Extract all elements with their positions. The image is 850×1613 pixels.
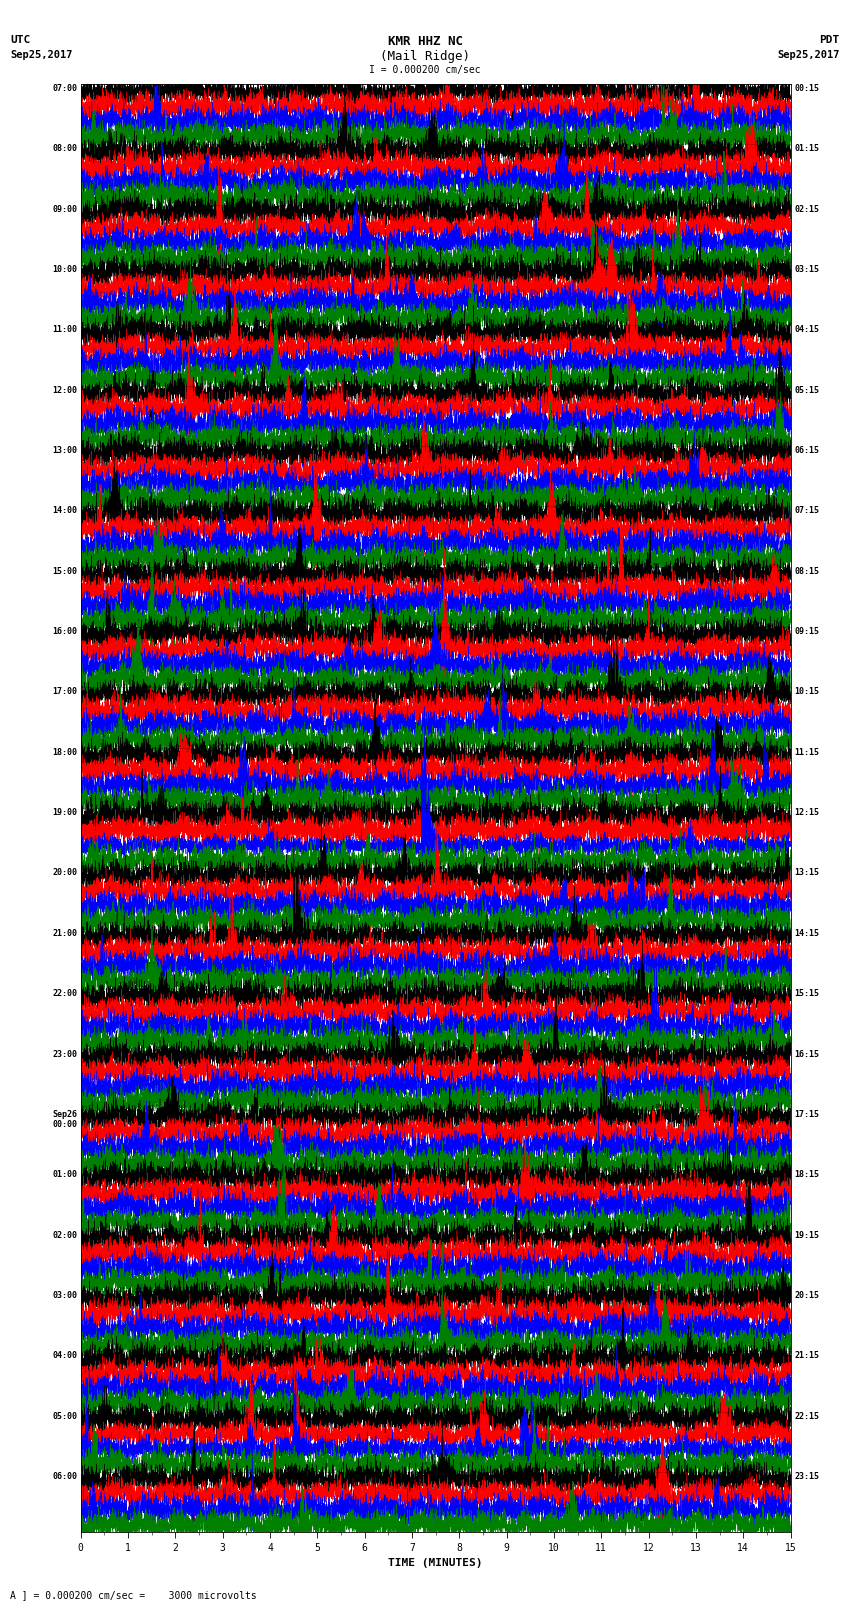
Text: (Mail Ridge): (Mail Ridge) (380, 50, 470, 63)
Text: 07:00: 07:00 (52, 84, 77, 94)
Text: 22:15: 22:15 (794, 1411, 819, 1421)
Text: I = 0.000200 cm/sec: I = 0.000200 cm/sec (369, 65, 481, 74)
Text: 10:00: 10:00 (52, 265, 77, 274)
Text: 18:15: 18:15 (794, 1169, 819, 1179)
Text: 15:15: 15:15 (794, 989, 819, 998)
Text: 14:15: 14:15 (794, 929, 819, 937)
Text: 02:15: 02:15 (794, 205, 819, 213)
X-axis label: TIME (MINUTES): TIME (MINUTES) (388, 1558, 483, 1568)
Text: 20:15: 20:15 (794, 1290, 819, 1300)
Text: 04:15: 04:15 (794, 326, 819, 334)
Text: 17:15: 17:15 (794, 1110, 819, 1119)
Text: 12:15: 12:15 (794, 808, 819, 818)
Text: 21:15: 21:15 (794, 1352, 819, 1360)
Text: Sep25,2017: Sep25,2017 (10, 50, 73, 60)
Text: 21:00: 21:00 (52, 929, 77, 937)
Text: 14:00: 14:00 (52, 506, 77, 515)
Text: 11:00: 11:00 (52, 326, 77, 334)
Text: 08:00: 08:00 (52, 144, 77, 153)
Text: 03:00: 03:00 (52, 1290, 77, 1300)
Text: 22:00: 22:00 (52, 989, 77, 998)
Text: A ] = 0.000200 cm/sec =    3000 microvolts: A ] = 0.000200 cm/sec = 3000 microvolts (10, 1590, 257, 1600)
Text: 15:00: 15:00 (52, 566, 77, 576)
Text: 18:00: 18:00 (52, 748, 77, 756)
Text: 01:00: 01:00 (52, 1169, 77, 1179)
Text: 23:00: 23:00 (52, 1050, 77, 1058)
Text: 19:00: 19:00 (52, 808, 77, 818)
Text: 19:15: 19:15 (794, 1231, 819, 1239)
Text: 01:15: 01:15 (794, 144, 819, 153)
Text: 06:00: 06:00 (52, 1473, 77, 1481)
Text: 13:15: 13:15 (794, 868, 819, 877)
Text: 02:00: 02:00 (52, 1231, 77, 1239)
Text: 16:15: 16:15 (794, 1050, 819, 1058)
Text: 09:15: 09:15 (794, 627, 819, 636)
Text: 20:00: 20:00 (52, 868, 77, 877)
Text: UTC: UTC (10, 35, 31, 45)
Text: 04:00: 04:00 (52, 1352, 77, 1360)
Text: KMR HHZ NC: KMR HHZ NC (388, 35, 462, 48)
Text: 11:15: 11:15 (794, 748, 819, 756)
Text: 12:00: 12:00 (52, 386, 77, 395)
Text: Sep26
00:00: Sep26 00:00 (52, 1110, 77, 1129)
Text: 10:15: 10:15 (794, 687, 819, 697)
Text: 05:15: 05:15 (794, 386, 819, 395)
Text: 09:00: 09:00 (52, 205, 77, 213)
Text: 06:15: 06:15 (794, 447, 819, 455)
Text: 05:00: 05:00 (52, 1411, 77, 1421)
Text: 08:15: 08:15 (794, 566, 819, 576)
Text: 17:00: 17:00 (52, 687, 77, 697)
Text: 03:15: 03:15 (794, 265, 819, 274)
Text: PDT: PDT (819, 35, 840, 45)
Text: 07:15: 07:15 (794, 506, 819, 515)
Text: 16:00: 16:00 (52, 627, 77, 636)
Text: 23:15: 23:15 (794, 1473, 819, 1481)
Text: 13:00: 13:00 (52, 447, 77, 455)
Text: 00:15: 00:15 (794, 84, 819, 94)
Text: Sep25,2017: Sep25,2017 (777, 50, 840, 60)
